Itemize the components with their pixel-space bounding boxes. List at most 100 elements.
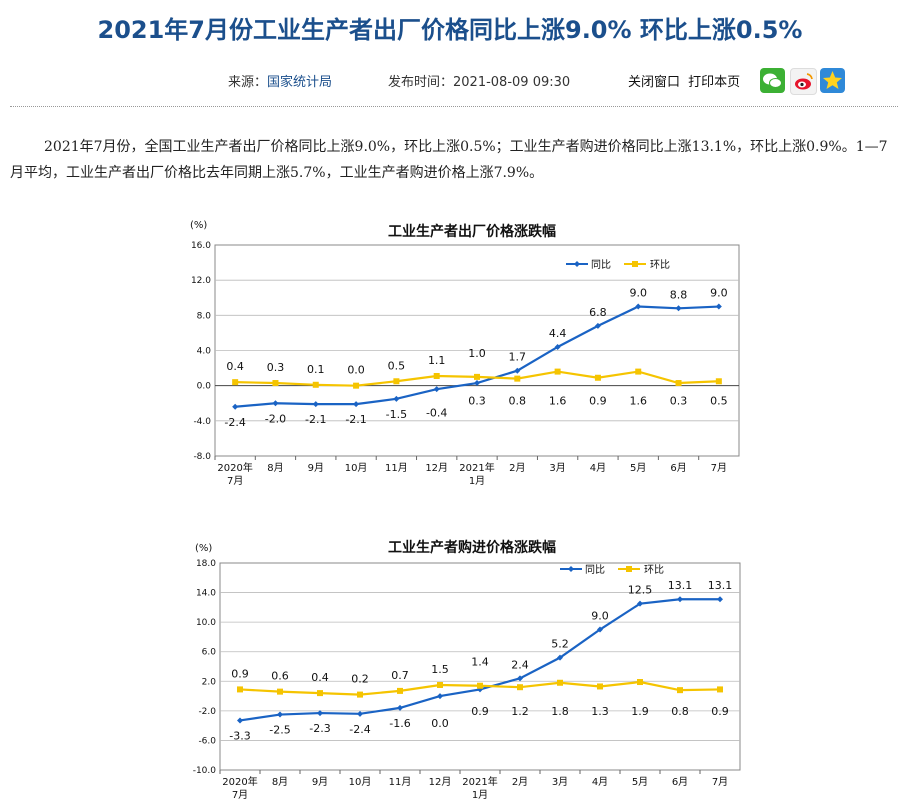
chart-title: 工业生产者出厂价格涨跌幅 xyxy=(388,223,556,240)
data-label: -1.6 xyxy=(389,717,410,730)
data-point xyxy=(594,374,601,381)
legend-label: 同比 xyxy=(591,259,611,271)
source-value: 国家统计局 xyxy=(267,75,333,90)
data-label: 0.8 xyxy=(509,395,527,408)
data-point xyxy=(312,401,319,408)
data-point xyxy=(637,679,643,686)
data-label: 9.0 xyxy=(629,287,647,300)
x-tick-label: 4月 xyxy=(592,776,608,788)
data-label: 1.6 xyxy=(549,395,567,408)
x-tick-label: 2月 xyxy=(512,776,528,788)
x-tick-label: 11月 xyxy=(389,776,412,788)
y-tick-label: 18.0 xyxy=(196,559,216,569)
x-tick-label-line: 4月 xyxy=(590,462,606,474)
data-point xyxy=(437,693,443,700)
source-info: 来源：国家统计局 xyxy=(228,71,332,90)
wechat-icon[interactable] xyxy=(760,68,785,93)
data-label: 9.0 xyxy=(710,287,728,300)
x-tick-label: 12月 xyxy=(429,776,452,788)
data-point xyxy=(397,704,403,711)
data-point xyxy=(677,596,683,603)
y-tick-label: -8.0 xyxy=(193,452,211,462)
data-label: 0.9 xyxy=(471,705,489,718)
data-label: 13.1 xyxy=(668,579,693,592)
x-tick-label: 6月 xyxy=(670,462,686,474)
x-tick-label-line: 6月 xyxy=(672,776,688,788)
x-tick-label-line: 10月 xyxy=(345,462,368,474)
data-label: 0.0 xyxy=(347,364,365,377)
data-label: 0.0 xyxy=(431,717,449,730)
data-point xyxy=(237,686,243,693)
x-tick-label: 9月 xyxy=(312,776,328,788)
data-point xyxy=(597,626,603,633)
x-tick-label: 3月 xyxy=(552,776,568,788)
data-point xyxy=(272,400,279,407)
data-label: 1.3 xyxy=(591,705,609,718)
publish-info: 发布时间：2021-08-09 09:30 xyxy=(388,71,570,90)
data-point xyxy=(635,368,642,375)
x-tick-label-line: 12月 xyxy=(425,462,448,474)
data-point xyxy=(717,596,723,603)
data-label: 1.4 xyxy=(471,656,489,669)
data-point xyxy=(715,378,722,385)
legend-label: 同比 xyxy=(585,564,605,576)
data-label: 13.1 xyxy=(708,579,733,592)
data-label: 0.5 xyxy=(710,395,728,408)
data-label: 1.5 xyxy=(431,663,449,676)
data-point xyxy=(433,372,440,379)
weibo-icon[interactable] xyxy=(790,68,817,95)
x-tick-label-line: 12月 xyxy=(429,776,452,788)
data-point xyxy=(514,375,521,382)
article-paragraph: 2021年7月份，全国工业生产者出厂价格同比上涨9.0%，环比上涨0.5%；工业… xyxy=(10,139,888,181)
data-point xyxy=(237,717,243,724)
data-label: 1.1 xyxy=(428,354,446,367)
data-point xyxy=(554,368,561,375)
x-tick-label-line: 7月 xyxy=(712,776,728,788)
data-label: 0.4 xyxy=(311,671,329,684)
x-tick-label-line: 2021年 xyxy=(459,461,494,474)
data-point xyxy=(397,687,403,694)
data-label: 1.0 xyxy=(468,347,486,360)
x-tick-label-line: 7月 xyxy=(227,475,243,487)
x-tick-label-line: 9月 xyxy=(312,776,328,788)
y-tick-label: -4.0 xyxy=(193,417,211,427)
y-tick-label: 6.0 xyxy=(202,648,217,658)
y-axis-unit: (%) xyxy=(190,220,207,231)
data-label: 0.6 xyxy=(271,670,289,683)
publish-time: 2021-08-09 09:30 xyxy=(453,75,571,90)
x-tick-label-line: 6月 xyxy=(670,462,686,474)
y-tick-label: 4.0 xyxy=(197,347,212,357)
print-page-link[interactable]: 打印本页 xyxy=(688,75,741,90)
data-point xyxy=(393,395,400,402)
x-tick-label: 3月 xyxy=(549,462,565,474)
data-point xyxy=(353,382,360,389)
data-point xyxy=(317,690,323,697)
x-tick-label-line: 3月 xyxy=(549,462,565,474)
data-point xyxy=(433,386,440,393)
data-point xyxy=(317,710,323,717)
close-window-link[interactable]: 关闭窗口 xyxy=(628,75,681,90)
data-label: -2.1 xyxy=(345,413,366,426)
page-title: 2021年7月份工业生产者出厂价格同比上涨9.0% 环比上涨0.5% xyxy=(97,16,803,44)
y-tick-label: 12.0 xyxy=(191,276,211,286)
data-label: 0.3 xyxy=(670,395,688,408)
x-tick-label-line: 8月 xyxy=(272,776,288,788)
data-point xyxy=(272,380,279,387)
data-label: 0.5 xyxy=(388,359,406,372)
x-tick-label-line: 2月 xyxy=(512,776,528,788)
qzone-icon[interactable] xyxy=(820,68,845,93)
data-label: 1.9 xyxy=(631,705,649,718)
data-point xyxy=(517,684,523,691)
data-label: 6.8 xyxy=(589,306,607,319)
data-label: -0.4 xyxy=(426,407,447,420)
data-point xyxy=(557,679,563,686)
data-point xyxy=(677,687,683,694)
data-label: -2.4 xyxy=(224,416,245,429)
header-divider xyxy=(10,106,898,107)
x-tick-label: 5月 xyxy=(632,776,648,788)
x-tick-label-line: 1月 xyxy=(469,475,485,487)
x-tick-label-line: 7月 xyxy=(232,789,248,801)
data-point xyxy=(232,379,239,386)
x-tick-label: 7月 xyxy=(712,776,728,788)
x-tick-label: 2月 xyxy=(509,462,525,474)
